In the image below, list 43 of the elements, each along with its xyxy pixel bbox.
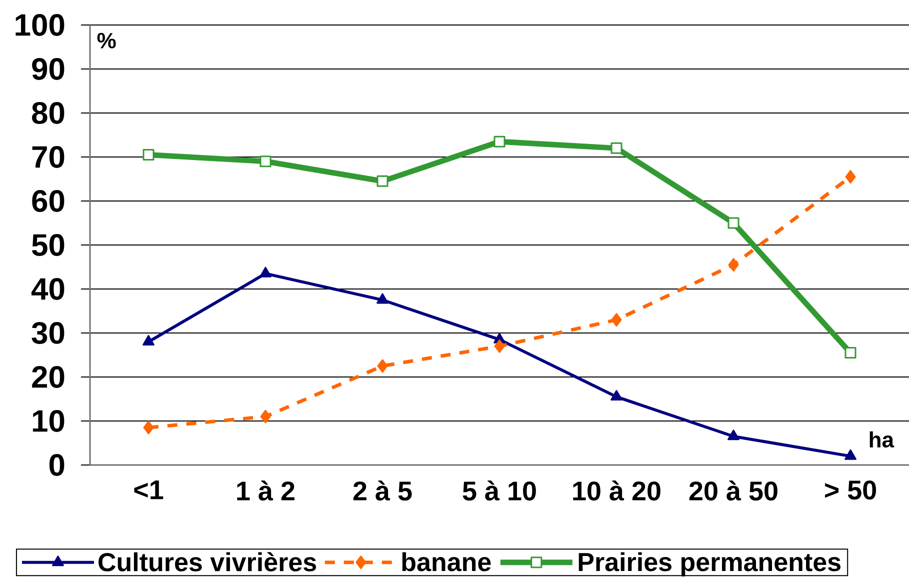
y-tick-label: 50: [32, 234, 64, 256]
y-tick-label: 80: [32, 102, 64, 124]
point: [376, 175, 388, 187]
point: [142, 335, 154, 346]
point: [143, 420, 154, 434]
x-tick-label: 1 à 2: [237, 480, 294, 501]
point: [260, 156, 272, 168]
point: [494, 339, 505, 353]
point: [377, 359, 388, 373]
x-tick-label: > 50: [824, 480, 876, 500]
point: [260, 266, 272, 278]
y-tick-label: 30: [32, 322, 64, 344]
point: [728, 430, 740, 440]
point: [610, 390, 622, 401]
x-tick-label: 2 à 5: [353, 480, 412, 501]
x-axis-title: ha: [870, 431, 894, 448]
legend-label: Cultures vivrières: [98, 552, 316, 572]
y-tick-label: 10: [32, 410, 64, 432]
y-tick-label: 90: [32, 58, 64, 80]
y-axis-title: %: [97, 32, 116, 48]
point: [728, 217, 740, 229]
point: [611, 313, 622, 327]
y-tick-label: 40: [31, 278, 64, 300]
point: [260, 410, 271, 424]
point: [844, 449, 856, 460]
point: [142, 149, 154, 161]
x-tick-label: 20 à 50: [689, 480, 778, 501]
y-tick-label: 70: [32, 146, 64, 168]
point: [494, 136, 506, 148]
x-tick-label: 5 à 10: [462, 480, 536, 501]
point: [610, 142, 622, 154]
point: [376, 293, 388, 304]
y-tick-label: 20: [32, 366, 64, 388]
point: [845, 170, 856, 184]
x-tick-label: 10 à 20: [573, 480, 660, 501]
y-tick-label: 60: [32, 190, 64, 212]
legend-label: Prairies permanentes: [578, 552, 840, 576]
y-tick-label: 100: [16, 14, 64, 36]
legend-label: banane: [402, 552, 491, 572]
point: [728, 258, 739, 272]
x-tick-label: <1: [134, 480, 164, 500]
point: [844, 347, 856, 359]
y-tick-label: 0: [49, 454, 64, 476]
